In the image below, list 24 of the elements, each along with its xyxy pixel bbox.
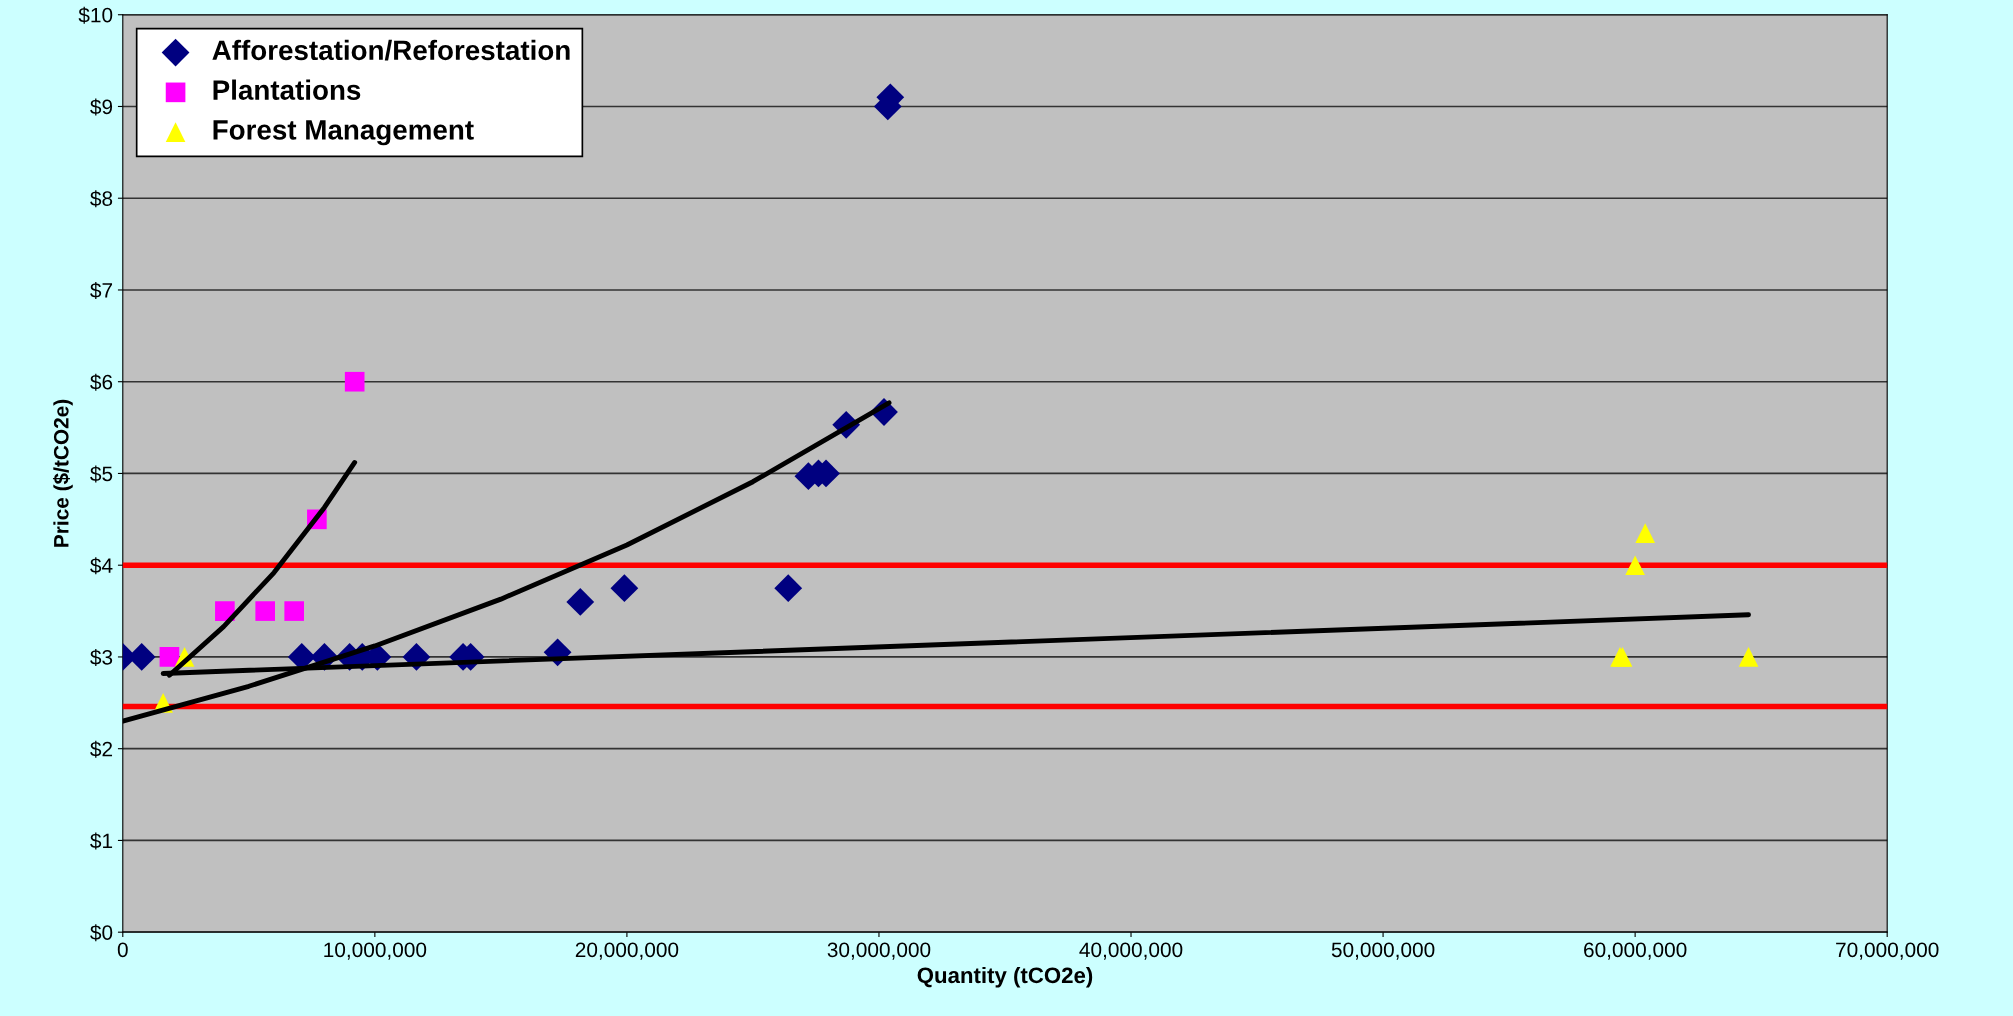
legend-label: Forest Management	[213, 120, 474, 146]
x-axis-title: Quantity (tCO2e)	[917, 966, 1093, 988]
y-tick-label: $4	[90, 557, 113, 575]
x-tick-label: 40,000,000	[1079, 942, 1183, 960]
y-tick-label: $5	[90, 465, 113, 483]
legend-label: Afforestation/Reforestation	[212, 39, 570, 61]
y-tick-label: $10	[78, 6, 113, 24]
y-tick-label: $8	[90, 190, 113, 208]
x-tick-label: 20,000,000	[575, 942, 679, 960]
y-tick-label: $7	[90, 282, 113, 299]
x-tick-label: 30,000,000	[827, 942, 931, 960]
x-tick-label: 70,000,000	[1836, 942, 1939, 960]
y-tick-label: $3	[90, 649, 113, 666]
x-tick-label: 10,000,000	[324, 942, 427, 960]
y-tick-label: $6	[90, 373, 113, 391]
x-tick-label: 60,000,000	[1584, 942, 1687, 960]
y-tick-label: $0	[90, 924, 113, 942]
x-tick-label: 50,000,000	[1331, 942, 1435, 960]
x-tick-label: 0	[117, 942, 128, 958]
y-axis-title: Price ($/tCO2e)	[52, 399, 73, 547]
y-tick-label: $9	[90, 98, 113, 116]
y-tick-label: $2	[90, 740, 113, 758]
y-tick-label: $1	[90, 832, 113, 850]
legend-label: Plantations	[213, 79, 361, 100]
